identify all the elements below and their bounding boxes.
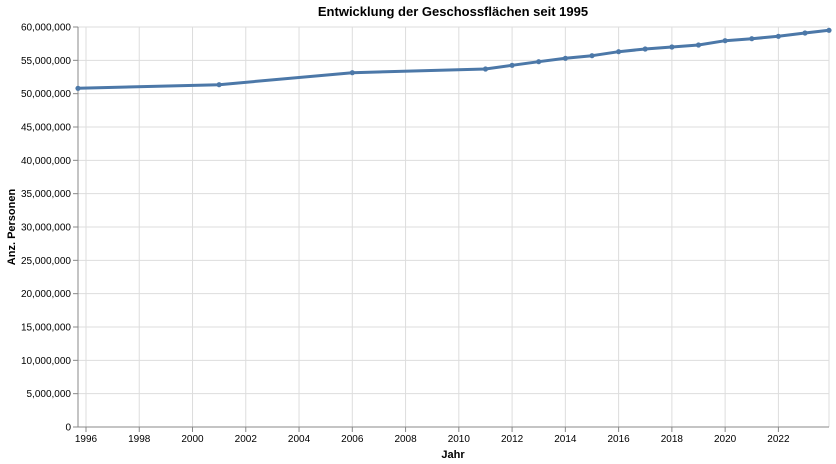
x-tick-label: 2006 <box>341 434 364 445</box>
x-tick-label: 2018 <box>661 434 684 445</box>
x-tick-label: 2012 <box>501 434 524 445</box>
x-tick-label: 1996 <box>75 434 98 445</box>
y-tick-label: 60,000,000 <box>21 23 71 34</box>
x-tick-label: 2014 <box>554 434 577 445</box>
chart-title: Entwicklung der Geschossflächen seit 199… <box>318 4 588 19</box>
y-tick-label: 5,000,000 <box>27 389 72 400</box>
data-point <box>509 62 515 68</box>
x-tick-label: 2000 <box>181 434 204 445</box>
x-tick-label: 2022 <box>767 434 790 445</box>
y-tick-label: 55,000,000 <box>21 56 71 67</box>
y-tick-label: 30,000,000 <box>21 223 71 234</box>
series-line <box>76 28 831 90</box>
y-tick-label: 35,000,000 <box>21 189 71 200</box>
x-tick-label: 2010 <box>448 434 471 445</box>
data-point <box>669 44 675 50</box>
y-tick-label: 25,000,000 <box>21 256 71 267</box>
y-tick-label: 10,000,000 <box>21 356 71 367</box>
axes <box>73 26 829 432</box>
data-point <box>216 82 222 88</box>
gridlines <box>78 26 830 428</box>
data-point <box>642 46 648 52</box>
data-point <box>589 53 595 59</box>
x-tick-label: 2008 <box>394 434 417 445</box>
data-point <box>802 30 808 36</box>
x-tick-label: 2016 <box>607 434 630 445</box>
x-axis-title: Jahr <box>441 449 465 461</box>
y-tick-label: 45,000,000 <box>21 123 71 134</box>
data-point <box>826 27 832 33</box>
y-tick-label: 40,000,000 <box>21 156 71 167</box>
data-point <box>775 33 782 39</box>
data-point <box>616 49 622 55</box>
x-tick-label: 2004 <box>288 434 311 445</box>
data-series <box>75 27 832 91</box>
y-tick-label: 0 <box>65 423 71 434</box>
data-point <box>536 59 542 65</box>
data-point <box>75 85 81 91</box>
data-point <box>695 42 702 48</box>
y-tick-label: 50,000,000 <box>21 89 71 100</box>
x-tick-label: 1998 <box>128 434 151 445</box>
x-tick-label: 2020 <box>714 434 737 445</box>
data-point <box>722 38 728 44</box>
data-point <box>562 55 569 61</box>
y-tick-labels: 0 5,000,000 10,000,000 15,000,000 20,000,000… <box>21 23 72 434</box>
x-tick-label: 2002 <box>235 434 258 445</box>
data-point <box>749 36 755 42</box>
x-tick-labels: 1996 1998 2000 2002 2004 2006 2008 2010 2012 2014… <box>75 434 790 445</box>
y-tick-label: 15,000,000 <box>21 323 71 334</box>
y-axis-title: Anz. Personen <box>6 189 18 266</box>
data-point <box>482 66 489 72</box>
y-tick-label: 20,000,000 <box>21 289 71 300</box>
data-point <box>349 70 355 76</box>
